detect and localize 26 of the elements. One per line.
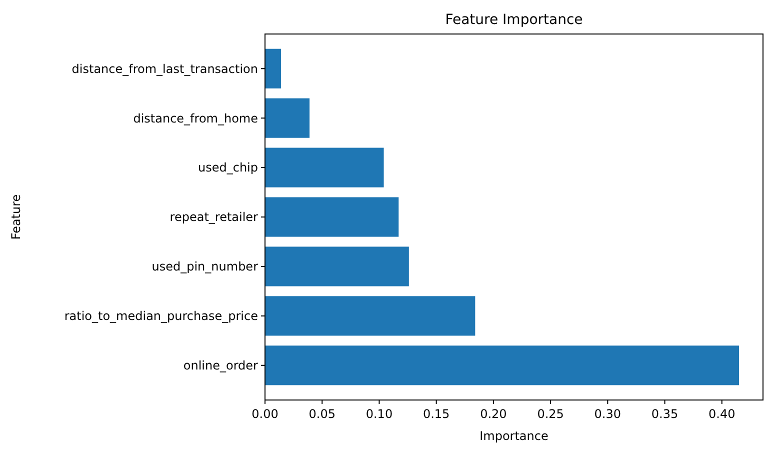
x-tick-label: 0.35	[651, 407, 678, 421]
y-tick-label: ratio_to_median_purchase_price	[64, 309, 258, 324]
x-tick-label: 0.25	[537, 407, 564, 421]
bar	[265, 246, 409, 286]
x-tick-label: 0.05	[308, 407, 336, 421]
bar	[265, 98, 310, 138]
y-tick-label: used_chip	[198, 160, 258, 175]
bar	[265, 346, 740, 386]
y-axis-title: Feature	[9, 194, 23, 240]
chart-title: Feature Importance	[445, 12, 583, 28]
bar	[265, 296, 476, 336]
bar	[265, 48, 281, 88]
bar	[265, 148, 384, 188]
x-tick-label: 0.10	[366, 407, 393, 421]
y-tick-label: used_pin_number	[152, 260, 258, 274]
x-tick-label: 0.15	[422, 407, 450, 421]
x-tick-label: 0.20	[480, 407, 507, 421]
y-tick-label: repeat_retailer	[170, 210, 258, 224]
y-tick-label: distance_from_home	[133, 111, 258, 126]
x-tick-label: 0.30	[594, 407, 622, 421]
x-axis-title: Importance	[480, 429, 548, 443]
bar	[265, 197, 399, 237]
x-tick-label: 0.00	[252, 407, 278, 421]
x-tick-label: 0.40	[708, 407, 736, 421]
y-tick-label: online_order	[183, 358, 258, 373]
y-tick-label: distance_from_last_transaction	[72, 62, 258, 76]
